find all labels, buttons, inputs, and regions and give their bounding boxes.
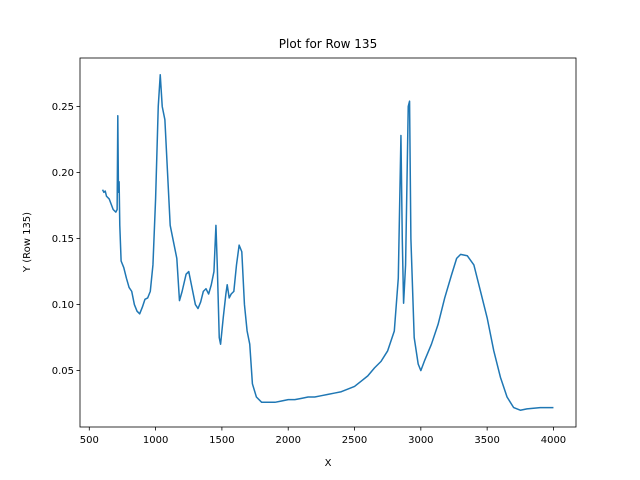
x-tick-label: 2500 — [342, 435, 367, 446]
x-axis-label: X — [325, 458, 332, 469]
x-tick-label: 1000 — [143, 435, 168, 446]
y-tick-label: 0.05 — [52, 366, 74, 377]
x-tick-label: 3000 — [408, 435, 433, 446]
x-tick-label: 3500 — [474, 435, 499, 446]
y-tick-label: 0.20 — [52, 168, 74, 179]
y-tick-label: 0.15 — [52, 234, 74, 245]
x-tick-label: 1500 — [209, 435, 234, 446]
x-tick-label: 4000 — [541, 435, 566, 446]
chart-title: Plot for Row 135 — [279, 37, 377, 51]
y-tick-label: 0.10 — [52, 300, 74, 311]
data-line — [101, 74, 554, 411]
y-tick-label: 0.25 — [52, 102, 74, 113]
plot-frame — [79, 57, 577, 428]
y-axis-label: Y (Row 135) — [22, 212, 33, 273]
x-tick-label: 2000 — [275, 435, 300, 446]
x-tick-label: 500 — [80, 435, 99, 446]
